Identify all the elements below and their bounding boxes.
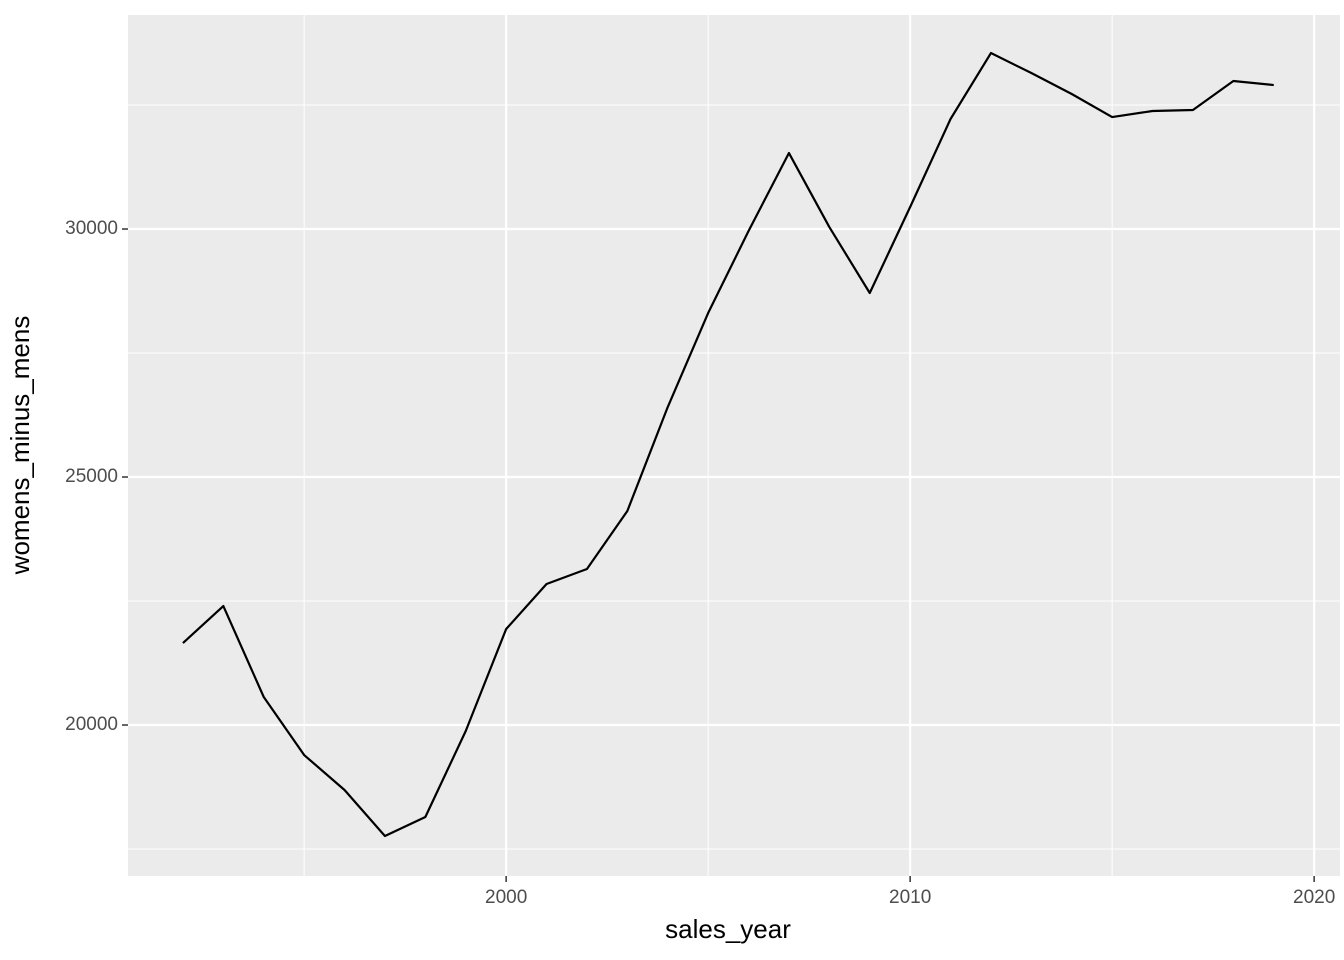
y-tick-label: 30000 (65, 218, 118, 239)
data-line (182, 51, 1274, 838)
x-axis-title: sales_year (665, 914, 791, 944)
x-tick-label: 2000 (485, 887, 527, 908)
marks (182, 51, 1274, 838)
y-tick-label: 25000 (65, 466, 118, 487)
y-axis-title: womens_minus_mens (5, 316, 35, 576)
panel (128, 15, 1340, 876)
y-tick-label: 20000 (65, 714, 118, 735)
x-tick-label: 2010 (889, 887, 931, 908)
grid (128, 15, 1340, 876)
x-tick-label: 2020 (1293, 887, 1335, 908)
